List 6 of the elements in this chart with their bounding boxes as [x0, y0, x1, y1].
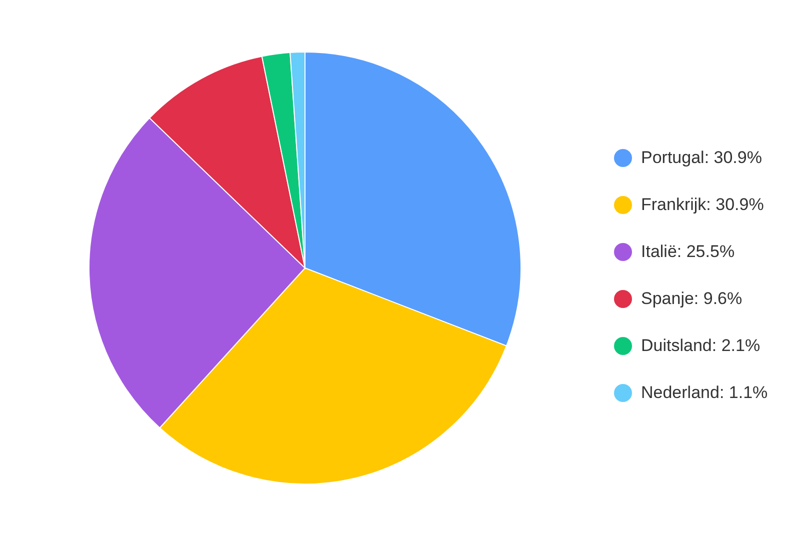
legend-label: Italië: 25.5%	[641, 242, 735, 262]
legend-label: Nederland: 1.1%	[641, 383, 768, 403]
legend-label: Frankrijk: 30.9%	[641, 195, 764, 215]
legend-label: Portugal: 30.9%	[641, 148, 762, 168]
legend-label: Spanje: 9.6%	[641, 289, 742, 309]
legend-label: Duitsland: 2.1%	[641, 336, 760, 356]
